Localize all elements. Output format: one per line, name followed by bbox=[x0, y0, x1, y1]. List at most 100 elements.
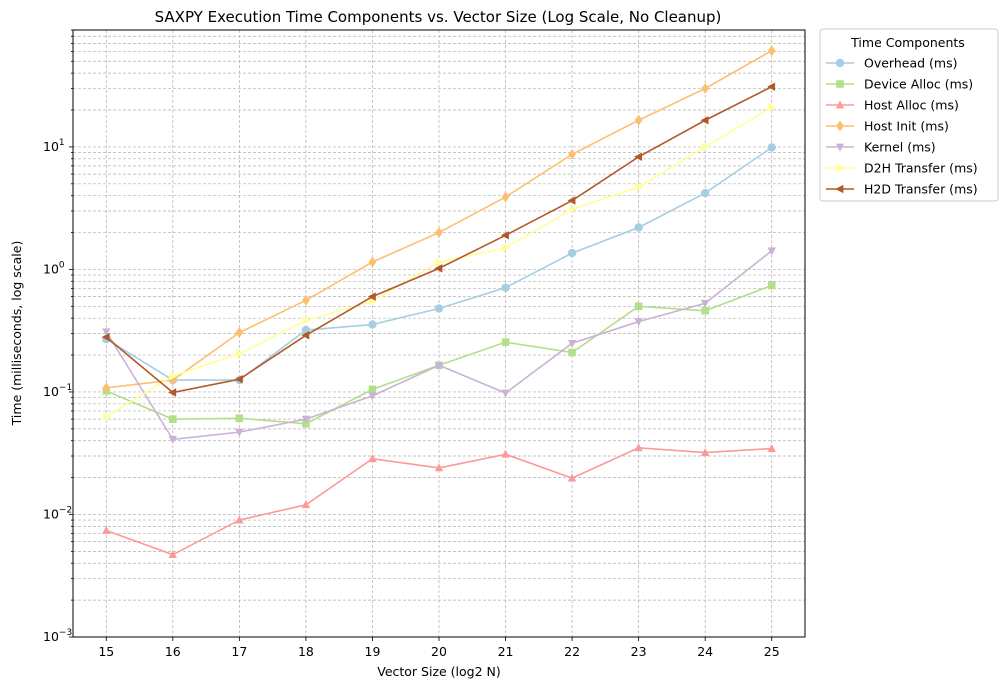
data-point bbox=[301, 415, 311, 424]
data-point bbox=[235, 327, 244, 339]
legend-label: Overhead (ms) bbox=[864, 56, 957, 71]
x-tick-label: 20 bbox=[431, 644, 447, 659]
series-d2h-transfer-ms bbox=[102, 103, 777, 421]
data-point bbox=[767, 82, 776, 91]
data-point bbox=[367, 292, 376, 301]
data-point bbox=[435, 257, 444, 267]
data-point bbox=[568, 148, 576, 160]
data-point bbox=[700, 299, 710, 308]
legend: Time Components Overhead (ms) Device Allo… bbox=[819, 28, 999, 202]
data-point bbox=[169, 374, 177, 386]
data-point bbox=[836, 163, 845, 173]
data-point bbox=[102, 382, 111, 394]
data-point bbox=[500, 231, 509, 240]
data-point bbox=[700, 116, 709, 125]
data-point bbox=[767, 281, 776, 290]
legend-item: Host Init (ms) bbox=[826, 119, 949, 134]
data-point bbox=[169, 371, 178, 381]
data-point bbox=[302, 294, 310, 306]
data-point bbox=[634, 443, 643, 452]
data-point bbox=[501, 449, 510, 458]
x-tick-label: 19 bbox=[365, 644, 381, 659]
legend-item: Overhead (ms) bbox=[826, 56, 957, 71]
legend-label: Host Alloc (ms) bbox=[864, 98, 959, 113]
data-point bbox=[102, 412, 111, 421]
x-axis-label: Vector Size (log2 N) bbox=[377, 664, 501, 679]
data-point bbox=[102, 328, 111, 337]
data-point bbox=[767, 443, 776, 452]
y-tick-label: 10−2 bbox=[43, 505, 72, 521]
data-point bbox=[700, 447, 710, 456]
series-host-alloc-ms bbox=[102, 443, 776, 559]
data-point bbox=[235, 414, 244, 423]
data-point bbox=[236, 349, 244, 358]
data-point bbox=[567, 196, 576, 205]
data-point bbox=[634, 223, 643, 232]
data-point bbox=[168, 550, 178, 559]
data-point bbox=[168, 388, 177, 397]
x-tick-label: 22 bbox=[564, 644, 580, 659]
data-point bbox=[235, 515, 244, 524]
data-point bbox=[435, 227, 443, 239]
data-point bbox=[434, 264, 443, 273]
data-point bbox=[768, 103, 777, 112]
data-point bbox=[368, 454, 377, 463]
y-axis-label: Time (milliseconds, log scale) bbox=[9, 241, 24, 427]
x-tick-label: 21 bbox=[498, 644, 514, 659]
data-point bbox=[568, 205, 577, 214]
chart-title: SAXPY Execution Time Components vs. Vect… bbox=[155, 8, 722, 26]
x-tick-label: 17 bbox=[231, 644, 247, 659]
data-point bbox=[567, 248, 577, 258]
data-point bbox=[835, 143, 845, 152]
legend-item: Device Alloc (ms) bbox=[826, 77, 973, 92]
data-point bbox=[701, 306, 709, 315]
x-tick-label: 25 bbox=[764, 644, 780, 659]
legend-frame bbox=[819, 28, 999, 202]
data-point bbox=[634, 114, 643, 126]
x-tick-label: 24 bbox=[697, 644, 713, 659]
legend-item: D2H Transfer (ms) bbox=[826, 161, 978, 176]
legend-label: H2D Transfer (ms) bbox=[864, 182, 978, 197]
data-point bbox=[634, 318, 643, 327]
legend-item: H2D Transfer (ms) bbox=[826, 182, 978, 197]
x-tick-label: 15 bbox=[98, 644, 114, 659]
data-point bbox=[635, 182, 644, 192]
data-point bbox=[235, 428, 244, 437]
data-point bbox=[767, 45, 776, 57]
y-tick-label: 100 bbox=[43, 260, 65, 276]
legend-title: Time Components bbox=[850, 35, 965, 50]
data-point bbox=[701, 82, 709, 94]
y-tick-label: 10−1 bbox=[43, 383, 72, 399]
data-point bbox=[835, 100, 845, 109]
series-kernel-ms bbox=[102, 247, 776, 445]
data-point bbox=[434, 304, 444, 313]
x-tick-label: 18 bbox=[298, 644, 314, 659]
y-tick-label: 10−3 bbox=[43, 628, 72, 644]
data-point bbox=[501, 283, 510, 292]
data-point bbox=[567, 473, 577, 482]
data-point bbox=[368, 385, 377, 394]
series-layer bbox=[101, 45, 777, 559]
data-point bbox=[434, 463, 444, 472]
data-point bbox=[835, 184, 844, 194]
legend-label: Kernel (ms) bbox=[864, 140, 936, 155]
legend-item: Kernel (ms) bbox=[826, 140, 936, 155]
data-point bbox=[368, 320, 377, 329]
data-point bbox=[501, 191, 510, 203]
data-point bbox=[700, 188, 710, 198]
data-point bbox=[302, 316, 311, 325]
data-point bbox=[701, 142, 710, 152]
data-point bbox=[302, 419, 310, 428]
data-point bbox=[634, 152, 642, 162]
data-point bbox=[234, 375, 243, 384]
data-point bbox=[501, 338, 510, 346]
data-point bbox=[368, 392, 377, 401]
data-point bbox=[502, 243, 511, 253]
data-point bbox=[168, 436, 178, 445]
data-point bbox=[634, 302, 643, 311]
data-point bbox=[767, 247, 776, 256]
data-point bbox=[169, 415, 177, 423]
y-tick-label: 101 bbox=[43, 138, 65, 154]
legend-label: Device Alloc (ms) bbox=[864, 77, 973, 92]
